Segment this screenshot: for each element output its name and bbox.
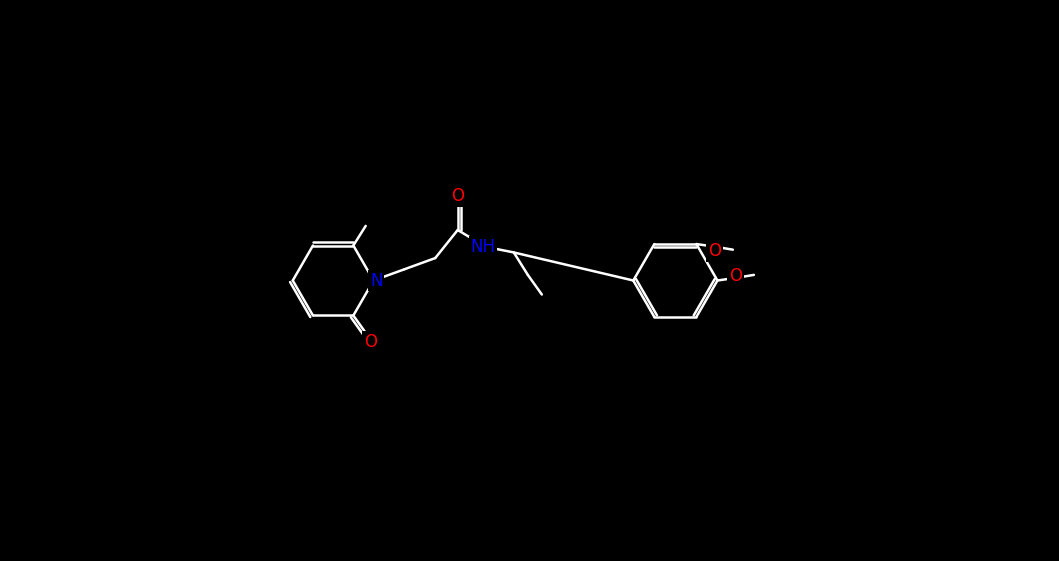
Text: O: O [451, 187, 464, 205]
Text: O: O [363, 333, 377, 351]
Text: NH: NH [470, 238, 496, 256]
Text: O: O [707, 242, 721, 260]
Text: N: N [370, 272, 382, 289]
Text: O: O [729, 267, 742, 285]
